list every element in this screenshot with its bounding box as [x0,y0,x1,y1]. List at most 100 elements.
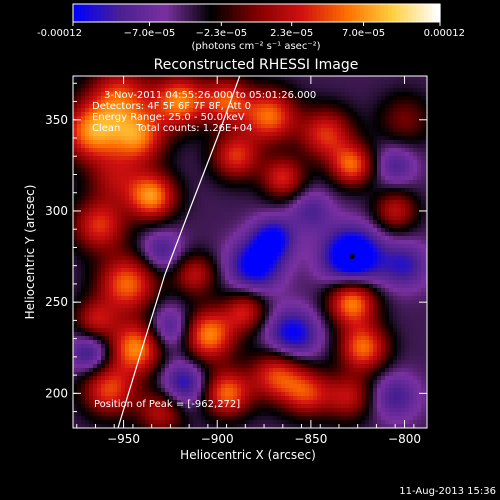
heatmap-cell [157,180,162,185]
heatmap-cell [189,80,194,85]
heatmap-cell [381,140,386,145]
heatmap-cell [213,112,218,117]
heatmap-cell [245,168,250,173]
heatmap-cell [105,136,110,141]
heatmap-cell [345,204,350,209]
heatmap-cell [421,136,426,141]
heatmap-cell [257,144,262,149]
heatmap-cell [137,280,142,285]
heatmap-cell [209,252,214,257]
colorbar-segment [73,4,78,22]
heatmap-cell [161,84,166,89]
heatmap-cell [369,132,374,137]
heatmap-cell [261,172,266,177]
heatmap-cell [121,116,126,121]
heatmap-cell [381,244,386,249]
heatmap-cell [333,200,338,205]
heatmap-cell [321,256,326,261]
heatmap-cell [409,288,414,293]
heatmap-cell [257,260,262,265]
heatmap-cell [281,284,286,289]
heatmap-cell [365,168,370,173]
heatmap-cell [141,284,146,289]
heatmap-cell [401,252,406,257]
heatmap-cell [213,100,218,105]
heatmap-cell [77,132,82,137]
heatmap-cell [297,288,302,293]
heatmap-cell [89,108,94,113]
heatmap-cell [329,132,334,137]
heatmap-cell [265,116,270,121]
heatmap-cell [225,292,230,297]
heatmap-cell [285,248,290,253]
heatmap-cell [281,112,286,117]
heatmap-cell [329,92,334,97]
heatmap-cell [369,200,374,205]
heatmap-cell [145,228,150,233]
heatmap-cell [329,192,334,197]
heatmap-cell [89,104,94,109]
heatmap-cell [101,232,106,237]
heatmap-cell [165,132,170,137]
heatmap-cell [361,140,366,145]
heatmap-cell [221,84,226,89]
heatmap-cell [189,148,194,153]
heatmap-cell [421,236,426,241]
heatmap-cell [373,176,378,181]
heatmap-cell [317,124,322,129]
heatmap-cell [153,180,158,185]
heatmap-cell [325,280,330,285]
heatmap-cell [245,228,250,233]
heatmap-cell [125,216,130,221]
heatmap-cell [397,228,402,233]
heatmap-cell [253,92,258,97]
heatmap-cell [125,164,130,169]
heatmap-cell [77,124,82,129]
heatmap-cell [425,116,427,121]
heatmap-cell [325,220,330,225]
heatmap-cell [257,268,262,273]
heatmap-cell [365,196,370,201]
heatmap-cell [229,140,234,145]
heatmap-cell [129,196,134,201]
heatmap-cell [217,256,222,261]
heatmap-cell [161,264,166,269]
heatmap-cell [249,276,254,281]
heatmap-cell [105,284,110,289]
heatmap-cell [349,108,354,113]
heatmap-cell [169,292,174,297]
heatmap-cell [341,224,346,229]
heatmap-cell [217,148,222,153]
heatmap-cell [345,144,350,149]
heatmap-cell [141,248,146,253]
heatmap-cell [185,112,190,117]
heatmap-cell [233,96,238,101]
heatmap-cell [221,188,226,193]
heatmap-cell [133,176,138,181]
heatmap-cell [249,96,254,101]
heatmap-cell [177,284,182,289]
heatmap-cell [113,252,118,257]
heatmap-cell [201,88,206,93]
heatmap-cell [425,96,427,101]
heatmap-cell [141,264,146,269]
heatmap-cell [349,200,354,205]
heatmap-cell [245,280,250,285]
heatmap-cell [185,256,190,261]
heatmap-cell [389,104,394,109]
heatmap-cell [317,108,322,113]
heatmap-cell [305,288,310,293]
heatmap-cell [385,232,390,237]
heatmap-cell [293,212,298,217]
heatmap-cell [393,268,398,273]
heatmap-cell [121,292,126,297]
heatmap-cell [309,100,314,105]
heatmap-cell [365,264,370,269]
heatmap-cell [189,240,194,245]
heatmap-cell [229,272,234,277]
heatmap-cell [193,268,198,273]
heatmap-cell [105,216,110,221]
heatmap-cell [253,216,258,221]
heatmap-cell [357,112,362,117]
heatmap-cell [217,204,222,209]
